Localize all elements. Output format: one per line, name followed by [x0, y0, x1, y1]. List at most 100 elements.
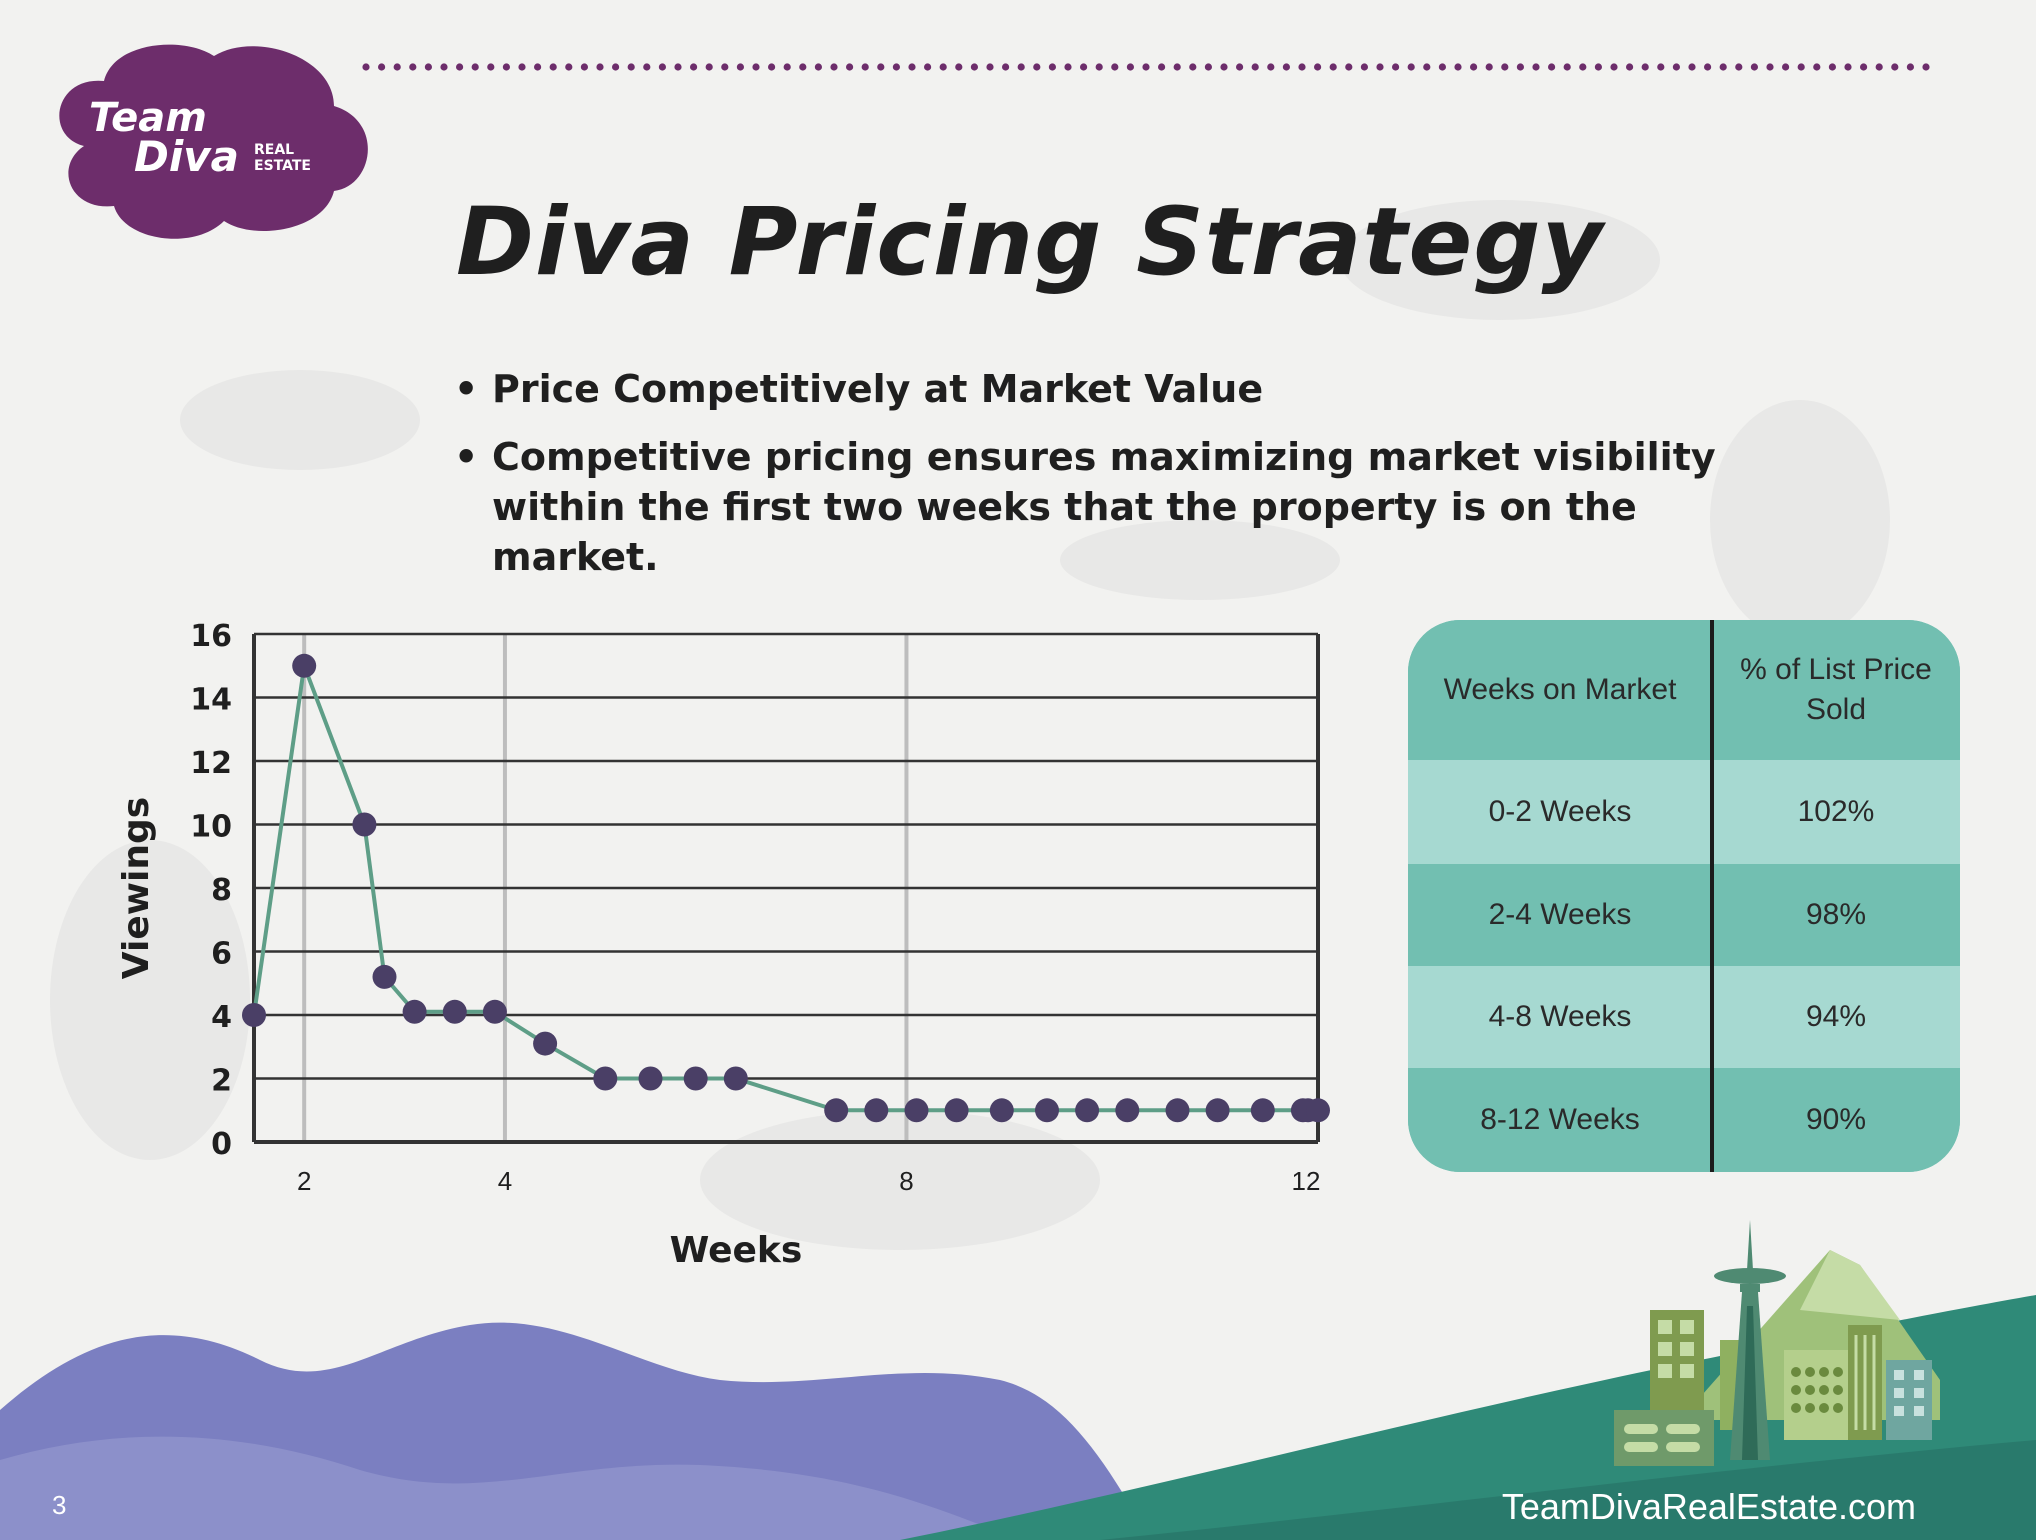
divider-dot [1891, 63, 1899, 71]
divider-dot [939, 63, 947, 71]
divider-dot [1282, 63, 1290, 71]
divider-dot [1844, 63, 1852, 71]
data-point [638, 1066, 663, 1091]
divider-dot [596, 63, 604, 71]
y-tick-label: 0 [211, 1127, 232, 1162]
divider-dot [970, 63, 979, 71]
divider-dot [1345, 63, 1353, 71]
data-point [864, 1098, 889, 1123]
divider-dot [830, 63, 838, 71]
logo-text-team: Team [89, 95, 207, 141]
divider-dot [1158, 63, 1166, 71]
divider-dot [362, 63, 370, 71]
divider-dot [736, 63, 744, 71]
data-point [442, 999, 467, 1024]
divider-dot [1048, 63, 1056, 71]
divider-dot [1454, 63, 1462, 71]
data-point [1165, 1098, 1190, 1123]
data-point [723, 1066, 748, 1091]
y-tick-labels: 0 2 4 6 8 10 12 14 16 [190, 619, 232, 1162]
page-title: Diva Pricing Strategy [456, 188, 1604, 297]
table-cell-weeks: 2-4 Weeks [1488, 898, 1632, 931]
x-tick-labels: 2 4 8 12 [297, 1166, 1321, 1196]
data-point [372, 964, 397, 989]
dotted-divider [362, 63, 1930, 71]
divider-dot [986, 63, 994, 71]
divider-dot [1173, 63, 1181, 71]
table-cell-weeks: 8-12 Weeks [1480, 1103, 1640, 1136]
divider-dot [1813, 63, 1821, 71]
divider-dot [1516, 63, 1524, 71]
divider-dot [502, 63, 510, 71]
divider-dot [1064, 63, 1072, 71]
divider-dot [1298, 63, 1306, 71]
logo-text-diva: Diva [134, 132, 239, 181]
y-tick-label: 10 [190, 810, 232, 845]
y-tick-label: 4 [211, 1000, 232, 1035]
divider-dot [1204, 63, 1212, 71]
table-row: 0-2 Weeks 102% [1408, 760, 1960, 864]
divider-dot [1501, 63, 1509, 71]
divider-dot [1251, 63, 1259, 71]
y-tick-label: 6 [211, 937, 232, 972]
divider-dot [861, 63, 869, 71]
divider-dot [908, 63, 916, 71]
divider-dot [378, 63, 386, 71]
data-point [352, 812, 377, 837]
divider-dot [892, 63, 901, 71]
divider-dot [1828, 63, 1836, 71]
divider-dot [1875, 63, 1883, 71]
pricing-table: Weeks on Market % of List Price Sold 0-2… [1408, 620, 1960, 1172]
divider-dot [1906, 63, 1914, 71]
data-point [824, 1098, 849, 1123]
divider-dot [1626, 63, 1634, 71]
table-cell-percent: 98% [1805, 898, 1867, 931]
divider-dot [674, 63, 682, 71]
divider-dot [1485, 63, 1493, 71]
divider-dot [799, 63, 807, 71]
table-row: 8-12 Weeks 90% [1408, 1068, 1960, 1172]
table-header-percent: % of List Price Sold [1740, 653, 1932, 726]
website-link[interactable]: TeamDivaRealEstate.com [1501, 1486, 1916, 1527]
divider-dot [1594, 63, 1602, 71]
table-header-row: Weeks on Market % of List Price Sold [1408, 620, 1960, 760]
y-tick-label: 16 [190, 619, 232, 654]
x-tick-label: 4 [498, 1166, 512, 1196]
divider-dot [1111, 63, 1119, 71]
divider-dot [1922, 63, 1930, 71]
divider-dot [1360, 63, 1368, 71]
divider-dot [565, 63, 573, 71]
team-diva-logo: Team Diva REAL ESTATE [59, 44, 368, 239]
divider-dot [471, 63, 479, 71]
series-markers [242, 653, 1330, 1123]
data-point [1250, 1098, 1275, 1123]
divider-dot [1470, 63, 1478, 71]
x-axis-label: Weeks [670, 1230, 803, 1271]
table-header-weeks: Weeks on Market [1443, 673, 1677, 706]
divider-dot [440, 63, 448, 71]
page-number: 3 [52, 1490, 67, 1520]
table-cell-percent: 94% [1805, 1000, 1867, 1033]
divider-dot [1126, 63, 1134, 71]
divider-dot [1657, 63, 1665, 71]
logo-text-real: REAL [254, 142, 294, 158]
divider-dot [1017, 63, 1025, 71]
divider-dot [814, 63, 822, 71]
table-cell-percent: 102% [1797, 795, 1875, 828]
viewings-line-chart: 0 2 4 6 8 10 12 14 16 2 4 8 12 Viewings Weeks [116, 619, 1330, 1271]
divider-dot [1532, 63, 1540, 71]
data-point [683, 1066, 708, 1091]
divider-dot [690, 63, 698, 71]
divider-dot [1189, 63, 1197, 71]
divider-dot [1423, 63, 1431, 71]
table-column-divider [1710, 620, 1714, 1172]
data-point [1306, 1098, 1330, 1123]
divider-dot [705, 63, 713, 71]
divider-dot [487, 63, 495, 71]
divider-dot [1735, 63, 1743, 71]
divider-dot [393, 63, 401, 71]
divider-dot [658, 63, 666, 71]
divider-dot [846, 63, 854, 71]
divider-dot [1438, 63, 1446, 71]
divider-dot [1782, 63, 1790, 71]
